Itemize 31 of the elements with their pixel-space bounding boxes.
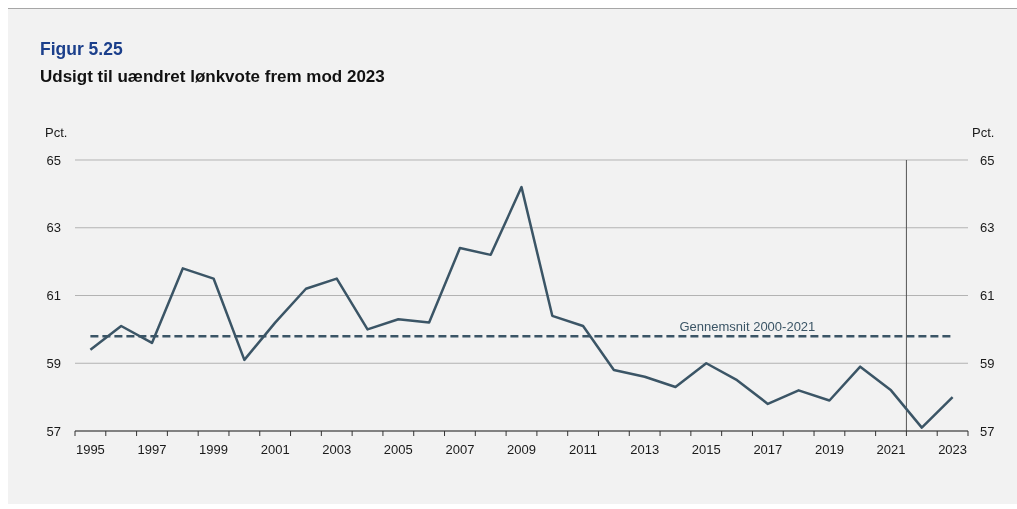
- x-tick-label: 2009: [507, 442, 536, 457]
- x-tick-label: 2019: [814, 442, 844, 457]
- y2-tick-label: 61: [980, 288, 995, 304]
- x-tick-label: 2013: [630, 442, 660, 457]
- chart-title: Figur 5.25: [40, 39, 123, 59]
- x-tick-label: 2015: [691, 442, 721, 457]
- y-tick-label: 57: [46, 423, 61, 439]
- ref-line-label: Gennemsnit 2000-2021: [679, 319, 816, 335]
- y2-axis-title: Pct.: [972, 125, 995, 141]
- y2-tick-label: 57: [980, 423, 995, 439]
- x-tick-label: 2005: [383, 442, 413, 457]
- x-tick-label: 2007: [445, 442, 475, 457]
- line-series: [89, 185, 954, 429]
- x-tick-label: 2017: [753, 442, 783, 457]
- y-tick-label: 65: [46, 152, 61, 168]
- x-tick-label: 1995: [75, 442, 105, 457]
- x-tick-label: 1999: [199, 442, 229, 457]
- y2-tick-label: 59: [980, 355, 995, 371]
- x-tick-label: 2001: [260, 442, 290, 457]
- y-tick-label: 59: [46, 355, 61, 371]
- x-tick-label: 2011: [569, 442, 598, 457]
- x-tick-label: 2023: [938, 442, 968, 457]
- y-axis-title: Pct.: [45, 125, 68, 141]
- x-tick-label: 2003: [322, 442, 352, 457]
- y2-tick-label: 63: [980, 220, 995, 236]
- y-tick-label: 63: [46, 220, 61, 236]
- x-tick-label: 2021: [876, 442, 906, 457]
- x-tick-label: 1997: [137, 442, 167, 457]
- y-tick-label: 61: [46, 288, 61, 304]
- chart-subtitle: Udsigt til uændret lønkvote frem mod 2023: [40, 67, 385, 87]
- y2-tick-label: 65: [980, 152, 995, 168]
